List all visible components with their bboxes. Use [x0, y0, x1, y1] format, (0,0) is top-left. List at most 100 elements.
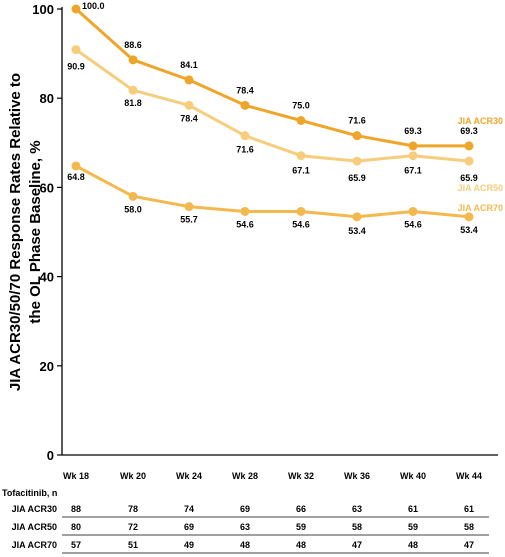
table-cell: 47: [464, 540, 474, 550]
x-tick-label: Wk 20: [120, 471, 146, 481]
x-tick-label: Wk 28: [232, 471, 258, 481]
x-tick-label: Wk 24: [176, 471, 202, 481]
table-cell: 48: [408, 540, 418, 550]
data-label: 69.3: [460, 126, 478, 136]
x-tick-label: Wk 32: [288, 471, 314, 481]
table-cell: 66: [296, 504, 306, 514]
y-tick-label: 80: [40, 91, 54, 106]
data-label: 64.8: [67, 172, 85, 182]
data-label: 71.6: [348, 116, 366, 126]
data-label: 88.6: [124, 40, 142, 50]
table-cell: 88: [71, 504, 81, 514]
data-label: 90.9: [67, 62, 85, 72]
data-label: 67.1: [292, 166, 310, 176]
data-label: 81.8: [124, 98, 142, 108]
data-point: [464, 141, 474, 151]
table-cell: 78: [128, 504, 138, 514]
series-label: JIA ACR70: [458, 203, 503, 213]
data-label: 69.3: [404, 126, 422, 136]
table-row-label: JIA ACR50: [12, 522, 57, 532]
data-label: 78.4: [236, 85, 254, 95]
y-axis-title: JIA ACR30/50/70 Response Rates Relative …: [7, 73, 44, 391]
series-jia-acr70: 64.8 58.0 55.7 54.6 54.6 53.4 54.6 53.4 JIA ACR7…: [67, 161, 503, 236]
table-header: Tofacitinib, n: [2, 488, 57, 498]
table-cell: 48: [296, 540, 306, 550]
data-label: 54.6: [236, 219, 254, 229]
data-point: [71, 161, 81, 171]
table-cell: 51: [128, 540, 138, 550]
data-point: [352, 131, 362, 141]
data-label: 75.0: [292, 101, 310, 111]
patient-count-table: Tofacitinib, n JIA ACR30 88 78 74 69 66 63 61 61 J…: [2, 488, 489, 554]
table-cell: 80: [71, 522, 81, 532]
data-label: 65.9: [348, 173, 366, 183]
data-label: 55.7: [180, 215, 198, 225]
x-tick-label: Wk 18: [63, 471, 89, 481]
data-label: 58.0: [124, 204, 142, 214]
y-axis-title-line2: the OL Phase Baseline, %: [27, 140, 44, 323]
table-cell: 63: [352, 504, 362, 514]
table-cell: 57: [71, 540, 81, 550]
data-point: [128, 85, 138, 95]
table-cell: 59: [296, 522, 306, 532]
table-cell: 61: [408, 504, 418, 514]
data-label: 71.6: [236, 145, 254, 155]
data-label: 53.4: [460, 225, 478, 235]
data-point: [296, 116, 306, 125]
data-point: [464, 156, 474, 166]
y-axis-title-line1: JIA ACR30/50/70 Response Rates Relative …: [7, 73, 24, 391]
data-point: [296, 151, 306, 161]
series-line: [75, 7, 469, 148]
series-label: JIA ACR30: [458, 116, 503, 126]
y-tick-label: 100: [32, 2, 54, 17]
data-point: [71, 4, 81, 14]
data-point: [408, 151, 418, 161]
y-tick-label: 60: [40, 180, 54, 195]
table-cell: 72: [128, 522, 138, 532]
table-cell: 74: [184, 504, 194, 514]
data-point: [240, 206, 250, 216]
table-cell: 49: [184, 540, 194, 550]
y-tick-label: 20: [40, 359, 54, 374]
table-cell: 69: [184, 522, 194, 532]
series-line: [75, 164, 470, 219]
data-label: 53.4: [348, 226, 366, 236]
table-cell: 69: [240, 504, 250, 514]
table-cell: 58: [352, 522, 362, 532]
table-cell: 63: [240, 522, 250, 532]
table-cell: 58: [464, 522, 474, 532]
data-point: [184, 202, 194, 212]
data-point: [128, 55, 138, 65]
data-point: [240, 131, 250, 141]
x-tick-label: Wk 40: [400, 471, 426, 481]
series-label: JIA ACR50: [458, 183, 503, 193]
data-point: [240, 100, 250, 110]
axes: 0 20 40 60 80 100 Wk 18 Wk 20 Wk 24 Wk 28 Wk 32 Wk …: [32, 2, 498, 481]
y-tick-label: 40: [40, 270, 54, 285]
data-label: 100.0: [82, 1, 105, 11]
data-point: [184, 100, 194, 110]
y-tick-label: 0: [47, 448, 54, 463]
data-point: [71, 45, 81, 55]
series-line: [75, 48, 470, 163]
data-label: 65.9: [460, 173, 478, 183]
data-label: 54.6: [292, 219, 310, 229]
table-row-label: JIA ACR70: [12, 540, 57, 550]
data-point: [184, 75, 194, 85]
data-point: [408, 206, 418, 216]
data-point: [296, 206, 306, 216]
table-cell: 47: [352, 540, 362, 550]
x-tick-label: Wk 36: [344, 471, 370, 481]
table-cell: 48: [240, 540, 250, 550]
data-point: [128, 191, 138, 201]
data-label: 78.4: [180, 113, 198, 123]
data-label: 84.1: [180, 60, 198, 70]
table-cell: 59: [408, 522, 418, 532]
table-cell: 61: [464, 504, 474, 514]
data-label: 54.6: [404, 219, 422, 229]
data-point: [408, 141, 418, 151]
